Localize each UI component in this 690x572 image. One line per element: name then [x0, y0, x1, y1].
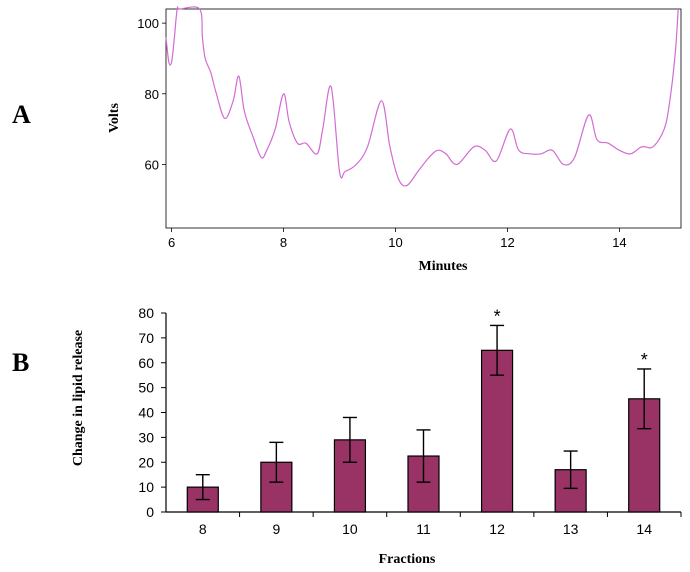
chart-a-x-tick-label: 6 — [168, 235, 175, 250]
chart-b-category-label: 11 — [416, 521, 431, 537]
chart-b-category-label: 12 — [489, 521, 505, 537]
significance-star-fraction-14: * — [641, 350, 648, 370]
chart-b-y-tick-label: 10 — [138, 479, 154, 495]
chart-b-y-tick-label: 20 — [138, 454, 154, 470]
chart-b-axes: 0 10 20 30 40 50 60 70 80 8 9 10 11 12 13 14 — [138, 305, 682, 537]
chart-b-y-tick-label: 30 — [138, 429, 154, 445]
chromatogram-chart: 6 8 10 12 14 60 80 100 Minutes Volts — [107, 6, 682, 274]
chart-b-category-label: 10 — [342, 521, 358, 537]
significance-star-fraction-12: * — [494, 306, 501, 326]
bar-fraction-12 — [480, 349, 514, 513]
chart-a-ticks: 6 8 10 12 14 60 80 100 — [137, 16, 626, 250]
chart-b-y-tick-label: 40 — [138, 405, 154, 421]
chart-b-y-title: Change in lipid release — [71, 330, 86, 466]
chromatogram-line — [165, 6, 679, 187]
chart-b-y-tick-label: 70 — [138, 330, 154, 346]
panel-label-a: A — [12, 100, 31, 129]
chart-b-y-tick-label: 60 — [138, 355, 154, 371]
chart-a-x-tick-label: 8 — [280, 235, 287, 250]
chart-a-x-tick-label: 14 — [612, 235, 626, 250]
chart-b-y-tick-label: 50 — [138, 380, 154, 396]
chart-b-category-label: 13 — [563, 521, 579, 537]
bar-fraction-14 — [628, 398, 661, 513]
chart-a-x-tick-label: 10 — [388, 235, 402, 250]
chart-b-y-tick-label: 80 — [138, 305, 154, 321]
chart-a-y-title: Volts — [107, 103, 122, 133]
chart-b-category-label: 8 — [199, 521, 207, 537]
chart-a-y-tick-label: 100 — [137, 16, 159, 31]
chart-a-x-title: Minutes — [419, 259, 469, 274]
chart-a-y-tick-label: 60 — [145, 157, 159, 172]
chart-b-y-tick-label: 0 — [146, 504, 154, 520]
chart-a-frame — [165, 8, 682, 229]
panel-label-b: B — [12, 348, 29, 377]
chart-b-category-label: 9 — [272, 521, 280, 537]
chart-b-category-label: 14 — [636, 521, 652, 537]
chart-a-x-tick-label: 12 — [500, 235, 514, 250]
chart-a-y-tick-label: 80 — [145, 87, 159, 102]
chart-b-bars: ** — [186, 306, 661, 513]
chart-b-x-title: Fractions — [379, 552, 436, 567]
